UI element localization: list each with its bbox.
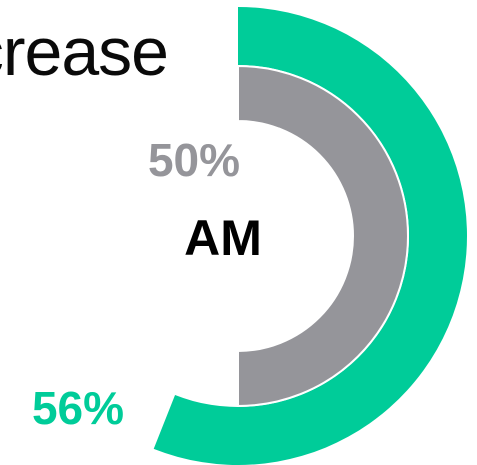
- inner-progress-arc: [237, 64, 409, 408]
- outer-percent-label: 56%: [31, 382, 125, 434]
- heading-fragment: crease: [0, 14, 168, 90]
- outer-progress-arc: [153, 7, 467, 465]
- heading-text: crease: [0, 12, 168, 102]
- inner-percent-label: 50%: [147, 134, 241, 186]
- center-label: AM: [184, 210, 262, 266]
